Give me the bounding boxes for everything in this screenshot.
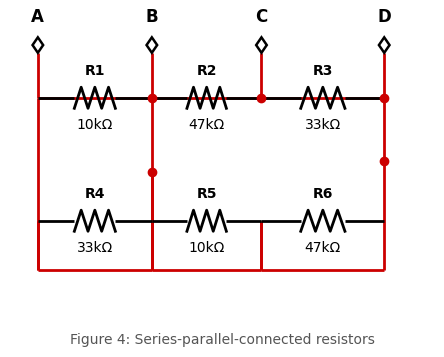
Text: R4: R4 <box>85 187 105 201</box>
Text: Figure 4: Series-parallel-connected resistors: Figure 4: Series-parallel-connected resi… <box>70 333 374 347</box>
Text: R6: R6 <box>313 187 333 201</box>
Text: 33kΩ: 33kΩ <box>305 118 341 132</box>
Text: 10kΩ: 10kΩ <box>77 118 113 132</box>
Text: 10kΩ: 10kΩ <box>188 241 225 255</box>
Text: 47kΩ: 47kΩ <box>305 241 341 255</box>
Text: B: B <box>146 8 158 26</box>
Text: C: C <box>255 8 268 26</box>
Text: R5: R5 <box>196 187 217 201</box>
Text: A: A <box>32 8 44 26</box>
Text: 47kΩ: 47kΩ <box>189 118 225 132</box>
Text: R2: R2 <box>196 65 217 79</box>
Text: R3: R3 <box>313 65 333 79</box>
Text: 33kΩ: 33kΩ <box>77 241 113 255</box>
Text: R1: R1 <box>85 65 105 79</box>
Text: D: D <box>377 8 391 26</box>
